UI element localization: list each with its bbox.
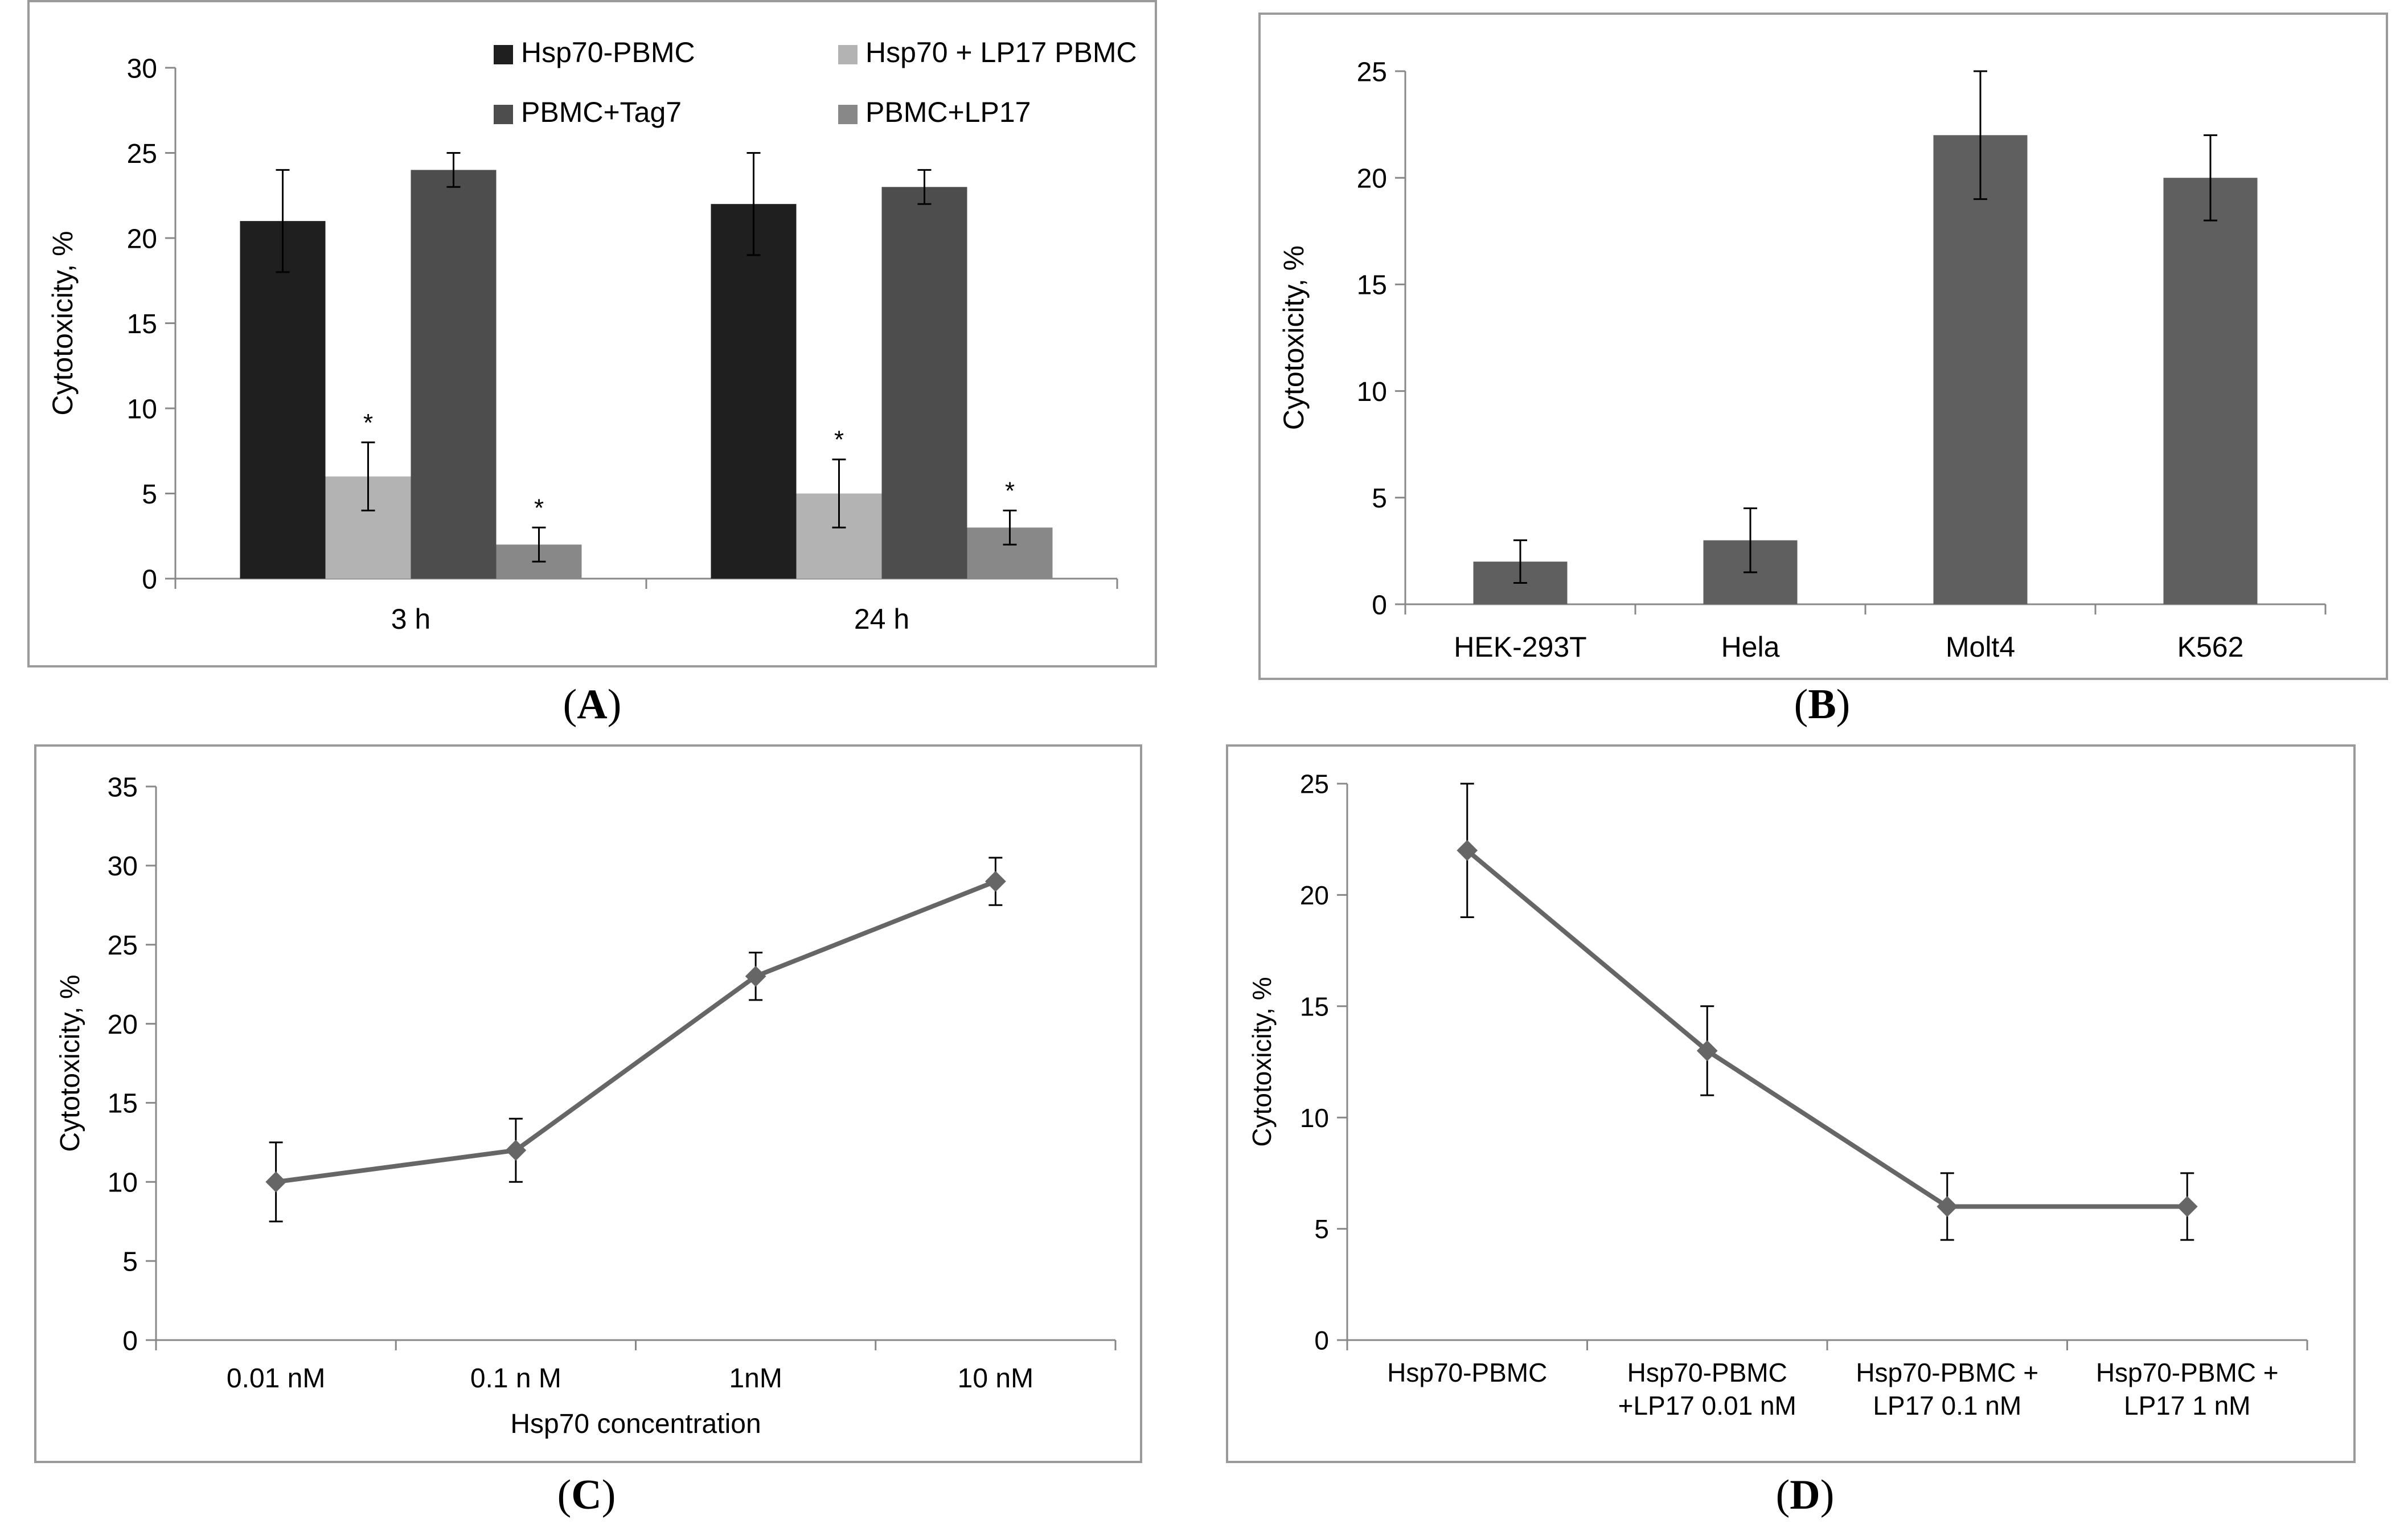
caption-b: (B) [1794,681,1851,728]
y-tick-label: 30 [108,851,138,882]
y-tick-label: 25 [1300,769,1329,799]
y-tick-label: 5 [1372,484,1387,514]
y-tick-label: 0 [122,1326,138,1356]
y-tick-label: 10 [1357,377,1387,407]
y-tick-label: 35 [108,772,138,802]
x-category-label: 1nM [729,1363,782,1394]
legend-label: Hsp70-PBMC [521,36,695,68]
x-category-label: +LP17 0.01 nM [1618,1391,1796,1420]
series-line [276,879,996,1185]
significance-star: * [834,426,844,454]
x-category-label: 3 h [391,603,431,635]
significance-star: * [534,494,544,522]
y-tick-label: 10 [127,394,157,424]
y-axis-title: Cytotoxicity, % [47,231,79,415]
x-category-label: Hsp70-PBMC [1387,1358,1547,1387]
x-category-label: 24 h [854,603,909,635]
caption-c: (C) [557,1472,616,1518]
legend-label: PBMC+LP17 [865,96,1031,128]
y-tick-label: 30 [127,54,157,84]
bar [711,204,797,579]
legend-swatch [838,105,858,124]
legend-swatch [838,45,858,64]
y-tick-label: 15 [1357,271,1387,301]
y-tick-label: 0 [142,564,157,595]
legend-swatch [494,105,513,124]
x-category-label: Hsp70-PBMC [1627,1358,1787,1387]
data-point [1457,839,1478,861]
y-axis-title: Cytotoxicity, % [55,974,85,1152]
y-tick-label: 25 [108,931,138,961]
bar [411,170,497,579]
series-line [1466,849,2188,1209]
x-category-label: LP17 1 nM [2124,1391,2250,1420]
x-category-label: HEK-293T [1454,631,1586,663]
bar [240,221,326,579]
data-point [1937,1196,1958,1217]
y-tick-label: 15 [108,1089,138,1119]
panel-a-bar-chart: 0 5 10 15 20 25 30 Cytotoxicity, % 3 h * * 24 h * * Hs… [27,0,1157,667]
data-point [984,871,1006,892]
panel-c-line-chart: 0 5 10 15 20 25 30 35 Cytotoxicity, % 0.01 nM 0.1 … [34,744,1142,1463]
x-category-label: 0.01 nM [227,1363,325,1394]
y-tick-label: 5 [122,1247,138,1277]
y-tick-label: 5 [1314,1214,1329,1244]
legend-label: PBMC+Tag7 [521,96,682,128]
x-category-label: Hsp70-PBMC + [1856,1358,2038,1387]
y-tick-label: 25 [127,139,157,169]
y-axis-title: Cytotoxicity, % [1247,977,1277,1146]
bar [881,187,967,579]
bar [1933,135,2028,604]
x-axis-title: Hsp70 concentration [510,1409,761,1439]
panel-d-line-chart: 0 5 10 15 20 25 Cytotoxicity, % Hsp70-PBMC Hsp70… [1226,744,2356,1463]
x-category-label: LP17 0.1 nM [1873,1391,2021,1420]
y-tick-label: 20 [127,224,157,254]
chart-a-svg: 0 5 10 15 20 25 30 Cytotoxicity, % 3 h * * 24 h * * Hs… [47,36,1137,635]
caption-d: (D) [1775,1472,1835,1518]
y-tick-label: 10 [1300,1103,1329,1133]
y-tick-label: 0 [1314,1326,1329,1355]
legend-swatch [494,45,513,64]
y-tick-label: 15 [1300,992,1329,1021]
x-category-label: Molt4 [1946,631,2015,663]
data-point [265,1171,287,1193]
data-point [2176,1196,2198,1217]
x-category-label: K562 [2177,631,2244,663]
chart-c-svg: 0 5 10 15 20 25 30 35 Cytotoxicity, % 0.01 nM 0.1 … [55,772,1117,1439]
x-category-label: 10 nM [958,1363,1033,1394]
y-tick-label: 20 [1300,880,1329,910]
x-category-label: 0.1 n M [470,1363,561,1394]
y-tick-label: 20 [108,1010,138,1040]
caption-a: (A) [563,681,622,728]
y-axis-title: Cytotoxicity, % [1278,245,1310,430]
chart-b-svg: 0 5 10 15 20 25 Cytotoxicity, % HEK-293T Hela Mol… [1278,57,2327,663]
y-tick-label: 25 [1357,57,1387,87]
significance-star: * [1005,477,1015,505]
y-tick-label: 5 [142,480,157,510]
y-tick-label: 15 [127,309,157,339]
x-category-label: Hela [1721,631,1780,663]
y-tick-label: 20 [1357,163,1387,194]
y-tick-label: 10 [108,1168,138,1198]
y-tick-label: 0 [1372,590,1387,620]
significance-star: * [363,409,373,437]
chart-d-svg: 0 5 10 15 20 25 Cytotoxicity, % Hsp70-PBMC Hsp70… [1247,769,2308,1420]
panel-b-bar-chart: 0 5 10 15 20 25 Cytotoxicity, % HEK-293T Hela Mol… [1258,13,2388,680]
bar [2163,178,2258,604]
legend-label: Hsp70 + LP17 PBMC [865,36,1137,68]
x-category-label: Hsp70-PBMC + [2096,1358,2279,1387]
